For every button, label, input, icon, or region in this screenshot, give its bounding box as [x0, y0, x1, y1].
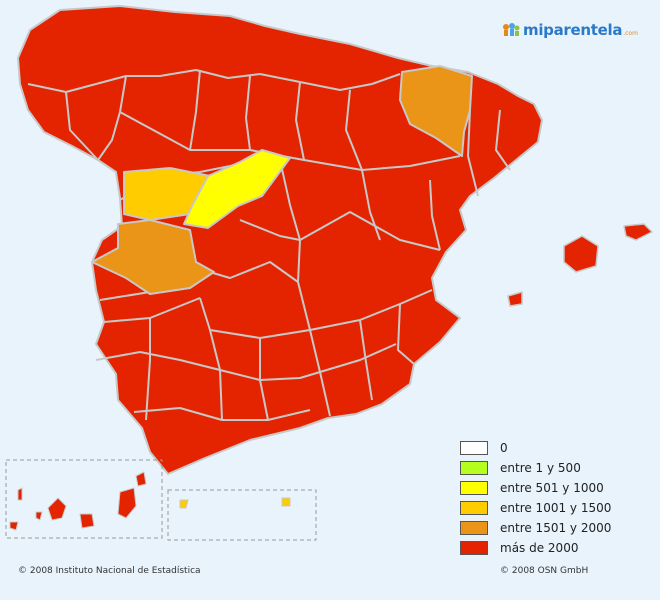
legend-swatch [460, 541, 488, 555]
legend-item: entre 1501 y 2000 [460, 518, 611, 538]
legend-item: entre 1001 y 1500 [460, 498, 611, 518]
legend-swatch [460, 521, 488, 535]
legend-label: entre 1001 y 1500 [500, 501, 612, 515]
legend-item: más de 2000 [460, 538, 611, 558]
province-zamora [91, 219, 215, 295]
province-palencia-burgos [183, 149, 291, 229]
province-huesca [399, 65, 473, 157]
legend: 0 entre 1 y 500 entre 501 y 1000 entre 1… [460, 438, 611, 558]
ceuta-melilla [179, 497, 291, 509]
legend-label: entre 1 y 500 [500, 461, 581, 475]
legend-item: entre 1 y 500 [460, 458, 611, 478]
canary-islands [9, 471, 147, 531]
brand-suffix: .com [623, 30, 638, 37]
legend-swatch [460, 441, 488, 455]
people-icon [503, 23, 520, 36]
legend-item: 0 [460, 438, 611, 458]
legend-label: más de 2000 [500, 541, 579, 555]
inset-frames [5, 459, 317, 541]
legend-swatch [460, 461, 488, 475]
brand-logo: miparentela .com [502, 20, 638, 40]
balearic-islands [507, 223, 653, 307]
legend-label: 0 [500, 441, 508, 455]
copyright-ine: © 2008 Instituto Nacional de Estadística [18, 566, 201, 576]
brand-name: miparentela [523, 21, 623, 39]
legend-label: entre 501 y 1000 [500, 481, 604, 495]
copyright-osn: © 2008 OSN GmbH [500, 566, 589, 576]
legend-item: entre 501 y 1000 [460, 478, 611, 498]
legend-swatch [460, 481, 488, 495]
legend-swatch [460, 501, 488, 515]
legend-label: entre 1501 y 2000 [500, 521, 612, 535]
